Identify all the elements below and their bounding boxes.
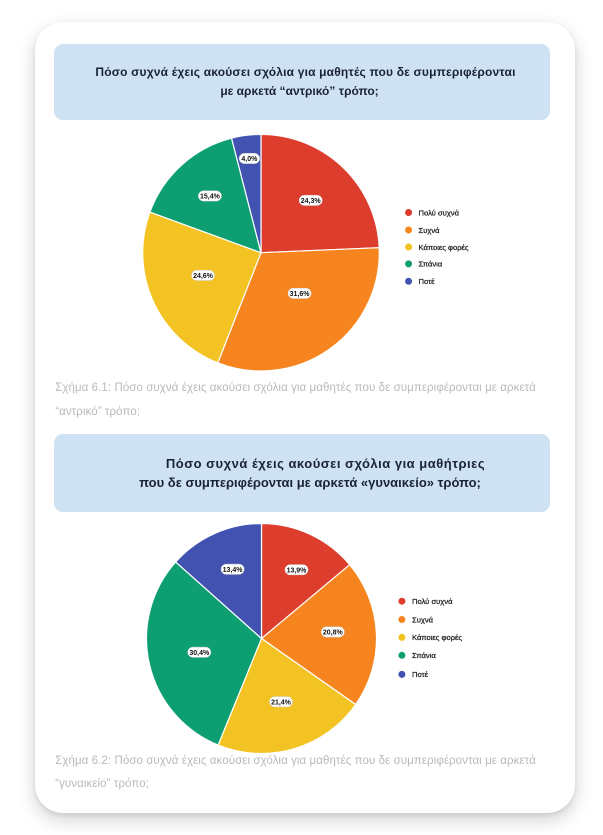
svg-text:Πολύ συχνά: Πολύ συχνά xyxy=(419,208,460,217)
svg-text:4,0%: 4,0% xyxy=(241,156,258,163)
svg-text:Ποτέ: Ποτέ xyxy=(412,670,429,679)
svg-text:13,9%: 13,9% xyxy=(287,567,308,574)
svg-text:15,4%: 15,4% xyxy=(200,194,221,201)
svg-text:20,8%: 20,8% xyxy=(323,630,344,637)
svg-text:24,6%: 24,6% xyxy=(193,273,214,280)
svg-text:Κάποιες φορές: Κάποιες φορές xyxy=(412,633,462,642)
svg-text:30,4%: 30,4% xyxy=(189,650,210,657)
svg-text:31,6%: 31,6% xyxy=(290,291,311,298)
svg-text:13,4%: 13,4% xyxy=(223,567,244,574)
svg-text:21,4%: 21,4% xyxy=(271,699,292,706)
svg-text:Πολύ συχνά: Πολύ συχνά xyxy=(412,597,453,606)
svg-text:Συχνά: Συχνά xyxy=(412,615,434,624)
svg-text:Ποτέ: Ποτέ xyxy=(419,277,436,286)
svg-text:Κάποιες φορές: Κάποιες φορές xyxy=(419,243,469,252)
svg-text:Συχνά: Συχνά xyxy=(419,226,441,235)
svg-text:Σπάνια: Σπάνια xyxy=(419,260,443,269)
svg-text:24,3%: 24,3% xyxy=(301,198,322,205)
svg-text:Σπάνια: Σπάνια xyxy=(412,651,436,660)
